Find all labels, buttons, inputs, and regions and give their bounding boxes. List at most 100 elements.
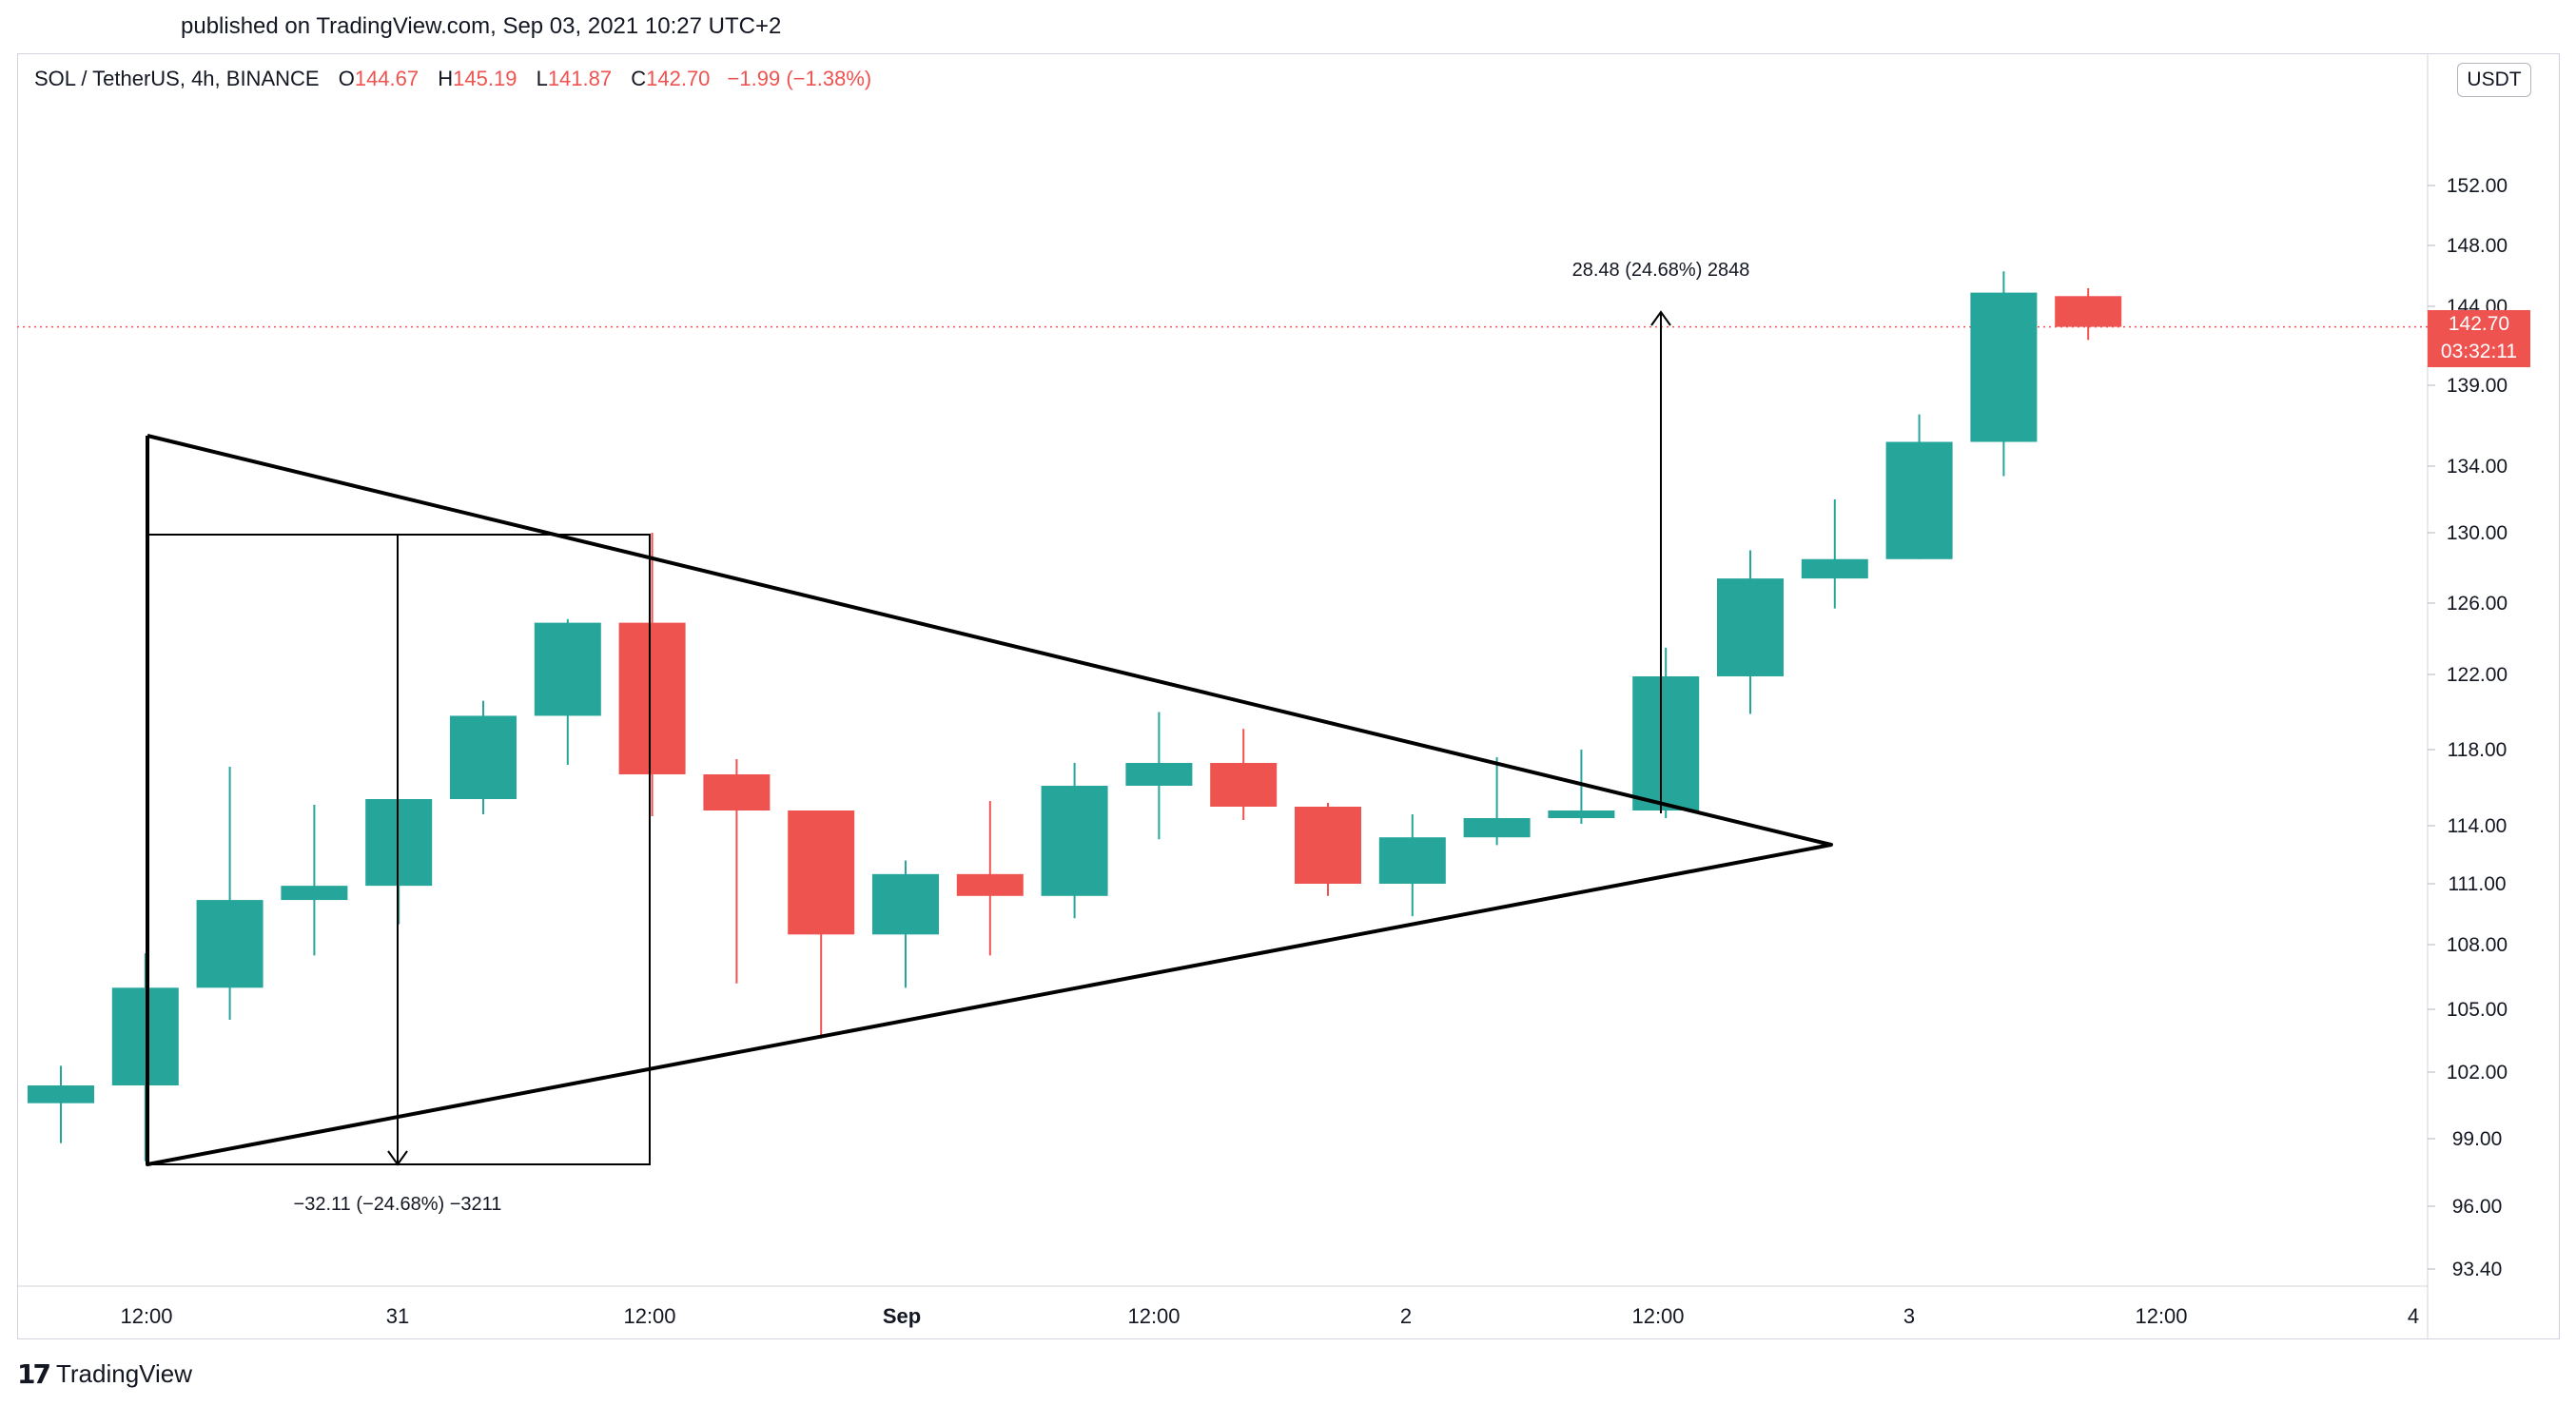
candle-body (1970, 292, 2038, 442)
last-price-value: 142.70 (2448, 313, 2510, 335)
price-tick-label: 108.00 (2447, 934, 2508, 956)
price-tick-label: 114.00 (2448, 815, 2508, 837)
candle-body (1717, 578, 1784, 676)
change-value: −1.99 (−1.38%) (727, 67, 872, 90)
published-caption: published on TradingView.com, Sep 03, 20… (181, 13, 782, 39)
candle-body (1210, 763, 1278, 807)
candle-body (111, 987, 179, 1085)
price-tick-label: 105.00 (2447, 999, 2508, 1021)
candle (111, 953, 179, 1162)
candle-body (365, 799, 433, 887)
price-tick-label: 118.00 (2448, 739, 2508, 761)
arrow-up-head (1650, 310, 1671, 326)
tv-logo-icon: 17 (17, 1358, 51, 1390)
candle-body (28, 1085, 94, 1103)
candle (1548, 750, 1615, 824)
candle (1717, 550, 1784, 714)
price-tick-label: 99.00 (2452, 1128, 2503, 1150)
last-price-tag: 142.70 03:32:11 (2428, 310, 2530, 367)
candle (281, 805, 348, 956)
candle-body (1801, 558, 1868, 579)
candle (1125, 712, 1193, 840)
candle (703, 759, 771, 984)
candle (1632, 647, 1700, 818)
price-tick-label: 130.00 (2447, 522, 2508, 544)
candle-body (1125, 763, 1193, 786)
candle-body (788, 810, 855, 935)
time-tick-label: 3 (1903, 1304, 1915, 1328)
candle (196, 767, 263, 1020)
currency-button[interactable]: USDT (2457, 63, 2531, 97)
open-value: 144.67 (354, 67, 420, 90)
candle-body (450, 715, 517, 799)
candle (1378, 814, 1446, 917)
time-tick-label: 4 (2408, 1304, 2419, 1328)
candle (1295, 803, 1361, 896)
arrow-down-head (387, 1150, 408, 1166)
tv-brand-name: TradingView (55, 1359, 193, 1388)
candle-body (196, 900, 263, 988)
candle (1885, 414, 1953, 559)
time-tick-label: 12:00 (1127, 1304, 1180, 1328)
price-tick-label: 139.00 (2447, 375, 2508, 397)
candle (450, 700, 517, 814)
price-tick-label: 96.00 (2452, 1196, 2503, 1218)
candle (365, 799, 433, 925)
candle-body (1041, 786, 1108, 896)
time-tick-label: 12:00 (1631, 1304, 1684, 1328)
candle (534, 618, 601, 765)
open-label: O (338, 67, 355, 90)
symmetrical-triangle (146, 434, 1833, 1166)
time-tick-label: 12:00 (623, 1304, 675, 1328)
measure-label-down: −32.11 (−24.68%) −3211 (294, 1194, 502, 1215)
time-tick-label: 31 (386, 1304, 409, 1328)
candle-body (1463, 818, 1531, 838)
candle (956, 801, 1024, 956)
tradingview-logo[interactable]: 17 TradingView (17, 1358, 192, 1390)
candle (1210, 729, 1278, 820)
candle (28, 1065, 94, 1143)
close-value: 142.70 (646, 67, 711, 90)
symbol-title[interactable]: SOL / TetherUS, 4h, BINANCE (34, 67, 320, 90)
price-tick-label: 134.00 (2447, 456, 2508, 478)
candle-body (1885, 441, 1953, 559)
candle (618, 533, 686, 816)
price-tick-label: 152.00 (2447, 175, 2508, 197)
candle-body (872, 873, 939, 935)
candle-body (703, 774, 771, 810)
symbol-legend: SOL / TetherUS, 4h, BINANCE O144.67 H145… (34, 67, 871, 91)
candle-body (1632, 675, 1700, 810)
candle (872, 860, 939, 988)
candle-body (2055, 296, 2122, 327)
candle (1041, 763, 1108, 919)
time-tick-label: Sep (883, 1304, 921, 1328)
candle (1463, 757, 1531, 846)
time-tick-label: 2 (1400, 1304, 1412, 1328)
candle-body (1548, 810, 1615, 818)
price-tick-label: 111.00 (2448, 873, 2506, 895)
price-tick-label: 93.40 (2452, 1259, 2503, 1280)
high-label: H (438, 67, 454, 90)
low-value: 141.87 (547, 67, 613, 90)
candle (2055, 287, 2122, 341)
chart-frame (17, 53, 2560, 1339)
candle-body (618, 622, 686, 774)
price-tick-label: 122.00 (2447, 664, 2508, 686)
price-tick-label: 102.00 (2447, 1062, 2508, 1084)
measure-label-up: 28.48 (24.68%) 2848 (1572, 260, 1750, 281)
candle (1801, 499, 1868, 609)
close-label: C (631, 67, 647, 90)
bar-countdown: 03:32:11 (2440, 341, 2518, 362)
time-tick-label: 12:00 (2135, 1304, 2187, 1328)
time-tick-label: 12:00 (120, 1304, 172, 1328)
candle-body (534, 622, 601, 716)
low-label: L (536, 67, 548, 90)
candle-body (281, 886, 348, 901)
candle-body (956, 873, 1024, 896)
candle-body (1295, 807, 1361, 884)
price-tick-label: 126.00 (2447, 593, 2508, 615)
candle (1970, 271, 2038, 477)
candle-body (1378, 837, 1446, 884)
price-tick-label: 148.00 (2447, 235, 2508, 257)
